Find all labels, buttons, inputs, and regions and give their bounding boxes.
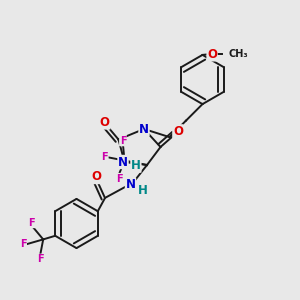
Text: F: F <box>120 136 126 146</box>
Text: N: N <box>125 178 136 191</box>
Text: F: F <box>37 254 44 264</box>
Text: F: F <box>101 152 108 163</box>
Text: O: O <box>207 48 217 61</box>
Text: F: F <box>116 173 122 184</box>
Text: N: N <box>139 122 149 136</box>
Text: F: F <box>28 218 35 228</box>
Text: F: F <box>20 239 26 249</box>
Text: N: N <box>118 155 128 169</box>
Text: H: H <box>131 159 141 172</box>
Text: O: O <box>173 125 183 138</box>
Text: H: H <box>138 184 147 197</box>
Text: O: O <box>91 170 101 184</box>
Text: CH₃: CH₃ <box>229 49 248 59</box>
Text: O: O <box>100 116 110 129</box>
